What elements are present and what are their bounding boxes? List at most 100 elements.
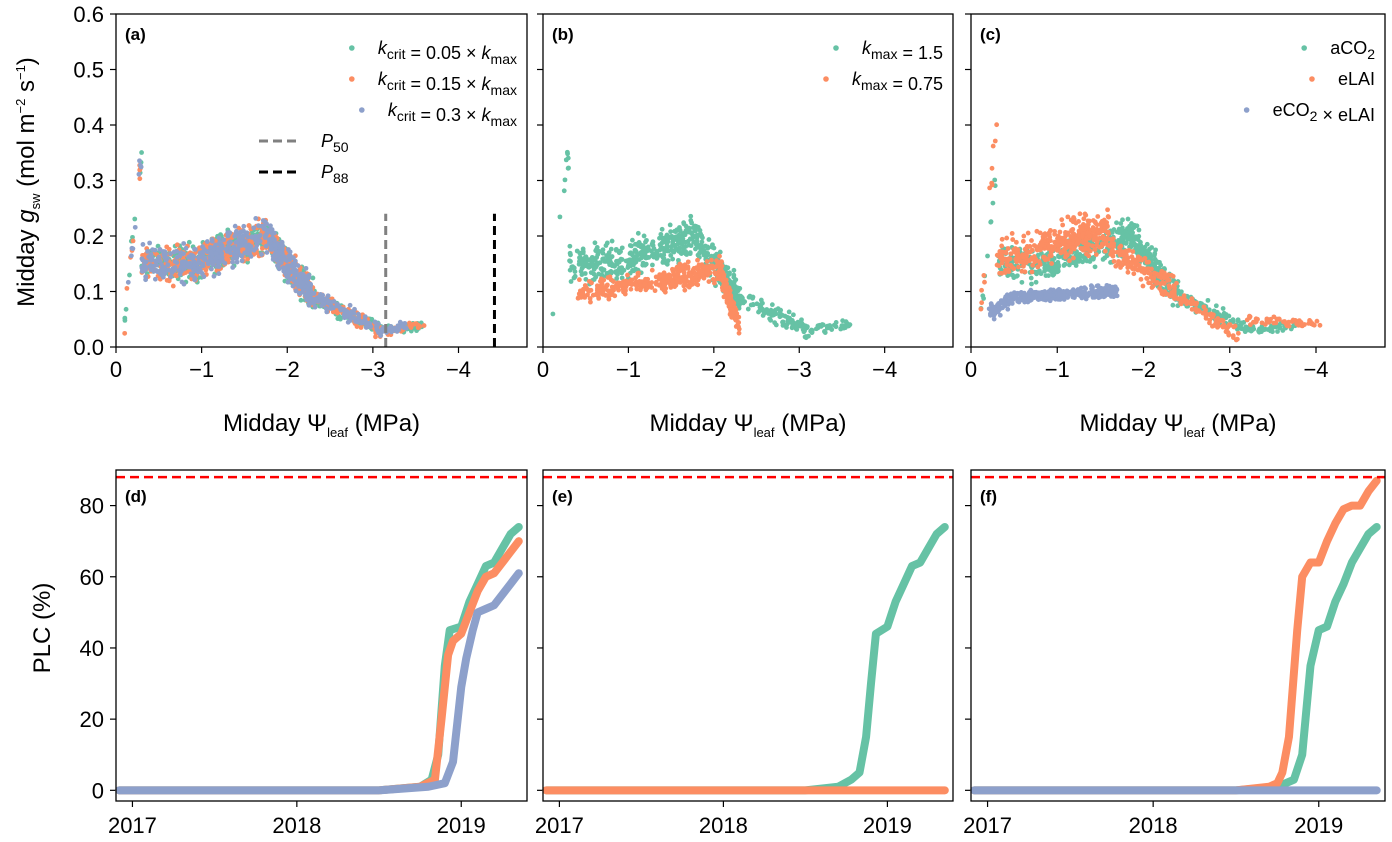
- series-orange-2-point: [1141, 267, 1147, 273]
- series-orange-2-point: [1317, 322, 1323, 328]
- series-orange-1-point: [623, 281, 629, 287]
- series-green-0-point: [122, 315, 128, 321]
- series-orange-2-point: [979, 300, 985, 306]
- series-blue-0-point: [213, 250, 219, 256]
- series-orange-1-point: [609, 284, 615, 290]
- series-green-1-point: [567, 243, 573, 249]
- series-orange-2-point: [1123, 257, 1129, 263]
- ytick-label-0: 0.5: [73, 58, 104, 83]
- series-green-0-point: [139, 150, 144, 155]
- series-blue-0-point: [143, 266, 149, 272]
- series-orange-2-point: [1080, 233, 1085, 239]
- series-blue-0-point: [306, 280, 312, 286]
- series-green-1-point: [617, 265, 623, 271]
- series-orange-1-point: [630, 281, 636, 287]
- series-orange-0-point: [130, 238, 136, 244]
- series-green-2-point: [1073, 263, 1079, 268]
- series-green-1-point: [688, 213, 694, 219]
- series-orange-1-point: [734, 311, 740, 316]
- series-orange-1-point: [615, 285, 620, 291]
- xlabel-1: Midday Ψleaf (MPa): [649, 410, 846, 440]
- series-blue-0-point: [352, 306, 357, 312]
- series-orange-2-point: [1125, 269, 1131, 275]
- series-orange-2-point: [1035, 264, 1041, 270]
- series-orange-1-point: [605, 275, 611, 280]
- series-orange-2-point: [1003, 250, 1009, 256]
- series-green-1-point: [750, 295, 755, 301]
- series-orange-0-point: [354, 324, 360, 329]
- series-blue-0-point: [281, 256, 287, 262]
- series-green-1-point: [813, 326, 819, 332]
- series-orange-1-point: [723, 288, 729, 294]
- series-orange-2-point: [1225, 329, 1231, 335]
- series-blue-0-point: [215, 259, 221, 265]
- series-orange-2-point: [1274, 316, 1280, 322]
- series-orange-1-point: [661, 270, 667, 276]
- series-green-1-point: [764, 307, 770, 312]
- series-orange-1-point: [594, 287, 600, 293]
- series-blue-0-point: [249, 234, 255, 240]
- series-orange-2-point: [1231, 324, 1237, 330]
- series-orange-1-point: [598, 276, 604, 282]
- series-orange-1-point: [610, 292, 615, 297]
- series-orange-2-point: [1118, 243, 1124, 249]
- series-orange-2-point: [1086, 233, 1092, 239]
- series-orange-2-point: [1071, 246, 1077, 252]
- series-green-1-point: [731, 267, 737, 273]
- series-blue-0-point: [328, 306, 334, 311]
- series-blue-0-point: [128, 253, 134, 259]
- series-blue-0-point: [151, 263, 157, 269]
- series-green-1-point: [697, 243, 703, 249]
- series-orange-2-point: [1055, 233, 1061, 239]
- series-blue-0-point: [219, 251, 224, 257]
- series-green-1-point: [627, 243, 633, 248]
- series-blue-0-point: [303, 265, 309, 271]
- series-orange-1-point: [653, 279, 659, 285]
- series-orange-1-point: [736, 330, 742, 336]
- series-green-1-point: [604, 270, 610, 276]
- series-green-1-point: [799, 321, 805, 326]
- series-blue-0-point: [275, 263, 280, 269]
- series-green-1-point: [594, 254, 600, 260]
- series-orange-2-point: [1030, 262, 1036, 268]
- xtick-label-1: −3: [787, 357, 812, 382]
- series-orange-1-point: [634, 283, 639, 289]
- series-orange-2-point: [1244, 317, 1250, 323]
- series-orange-1-point: [708, 265, 714, 270]
- series-orange-1-point: [727, 311, 733, 317]
- series-orange-2-point: [1267, 318, 1273, 324]
- series-orange-2-point: [1168, 272, 1174, 278]
- series-orange-1-point: [736, 324, 741, 330]
- xtick-label-0: −3: [360, 357, 385, 382]
- series-blue-0-point: [291, 267, 297, 272]
- series-orange-2-point: [1048, 228, 1053, 233]
- series-orange-2-point: [1071, 255, 1076, 261]
- series-orange-2-point: [999, 270, 1005, 276]
- series-blue-0-point: [321, 296, 326, 302]
- series-blue-0-point: [392, 325, 397, 331]
- xtick-label-0: −1: [189, 357, 214, 382]
- series-blue-0-point: [206, 259, 211, 265]
- series-blue-0-point: [259, 252, 264, 257]
- series-orange-2-point: [1081, 216, 1087, 222]
- series-blue-0-point: [238, 238, 244, 243]
- series-green-1-point: [808, 328, 814, 334]
- series-orange-2-point: [990, 143, 996, 149]
- series-green-0-point: [408, 328, 414, 334]
- series-green-1-point: [651, 254, 657, 260]
- series-orange-2-point: [1218, 318, 1224, 323]
- series-blue-0-point: [292, 263, 298, 269]
- series-green-1-point: [780, 313, 785, 318]
- series-orange-2-point: [1144, 276, 1150, 281]
- series-green-1-point: [592, 240, 598, 246]
- series-green-1-point: [689, 220, 695, 226]
- series-green-1-point: [659, 226, 665, 232]
- series-green-2-point: [1043, 273, 1049, 278]
- series-orange-2-point: [1111, 244, 1117, 249]
- series-orange-2-point: [1008, 262, 1014, 268]
- series-blue-0-point: [279, 239, 285, 245]
- series-orange-2-point: [1021, 233, 1027, 239]
- series-orange-1-point: [695, 257, 700, 263]
- series-orange-2-point: [1142, 255, 1148, 261]
- series-green-1-point: [790, 312, 796, 318]
